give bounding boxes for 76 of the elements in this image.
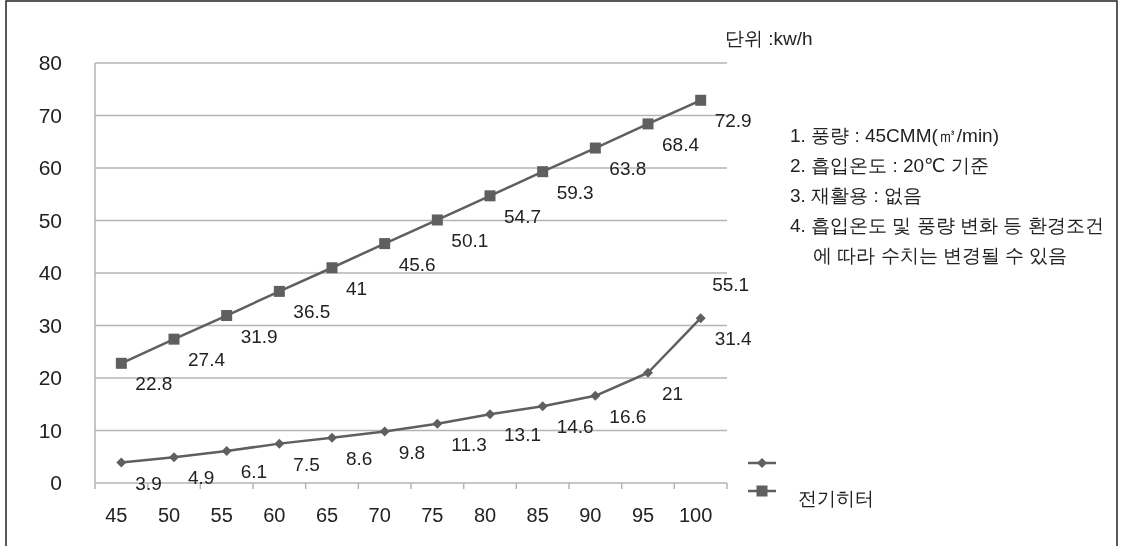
text: 2. 흡입온도 : 20℃ 기준 [790,155,989,176]
data-label: 72.9 [714,110,752,132]
data-label: 59.3 [556,181,594,203]
point [695,313,706,324]
x-tick-label: 100 [678,504,713,526]
point [537,166,549,178]
x-tick-label: 85 [526,504,549,526]
text: 1. 풍량 : 45CMM(㎥/min) [790,125,1000,146]
y-tick-label: 10 [38,418,62,442]
point [273,285,285,297]
data-label: 9.8 [398,441,426,463]
point [590,390,601,401]
point [379,238,391,250]
y-tick-label: 40 [38,261,62,284]
point [485,409,495,420]
data-label: 21 [662,382,684,404]
data-label: 11.3 [451,433,487,455]
legend-label: 전기히터 [798,488,874,509]
x-tick-label: 80 [473,504,497,526]
text: 3. 재활용 : 없음 [790,185,922,206]
y-tick-label: 20 [38,366,62,389]
data-label: 45.6 [398,253,436,275]
data-label: 68.4 [662,133,700,155]
data-label: 22.8 [135,373,173,395]
x-tick-label: 70 [368,504,391,526]
point [589,142,601,154]
y-tick-label: 50 [38,208,62,232]
data-label: 50.1 [451,229,489,251]
y-tick-label: 30 [38,313,62,337]
y-tick-label: 70 [38,103,62,127]
point [326,262,338,274]
x-tick-label: 45 [105,504,128,526]
point [116,457,127,468]
point [379,426,390,437]
x-tick-label: 65 [315,504,339,526]
y-tick-label: 80 [38,51,62,74]
x-tick-label: 90 [579,504,602,526]
data-label: 31.4 [714,328,753,350]
point [169,452,179,463]
x-tick-label: 50 [157,504,181,526]
point [643,367,653,378]
x-tick-label: 60 [263,504,286,526]
point [221,310,233,322]
x-tick-label: 95 [631,504,655,526]
point [484,190,496,202]
point [642,118,654,130]
data-label: 13.1 [504,424,541,446]
y-tick-label: 60 [38,156,62,179]
data-label: 14.6 [556,416,594,438]
data-label: 6.1 [240,460,268,482]
point [431,214,443,226]
data-label: 3.9 [135,472,162,494]
point [168,333,180,345]
text: 4. 흡입온도 및 풍량 변화 등 환경조건에 따라 수치는 변경될 수 있음 [790,215,1104,266]
point [432,418,443,429]
data-label: 63.8 [609,158,647,180]
point [695,94,707,106]
x-tick-label: 75 [421,504,444,526]
point [327,432,337,443]
data-label: 7.5 [293,453,320,475]
data-label: 31.9 [240,325,278,347]
data-label: 4.9 [188,467,215,489]
annotation: 55.1 [712,273,750,295]
data-label: 8.6 [346,447,373,469]
data-label: 27.4 [188,349,226,371]
point [537,401,548,412]
point [221,445,232,456]
y-tick-label: 0 [50,471,62,494]
point [274,438,285,449]
data-label: 54.7 [504,205,541,227]
x-tick-label: 55 [210,504,233,526]
data-label: 41 [346,277,368,299]
data-label: 16.6 [609,405,647,427]
text: 단위 :kw/h [725,28,813,49]
data-label: 36.5 [293,301,331,323]
point [115,357,127,369]
